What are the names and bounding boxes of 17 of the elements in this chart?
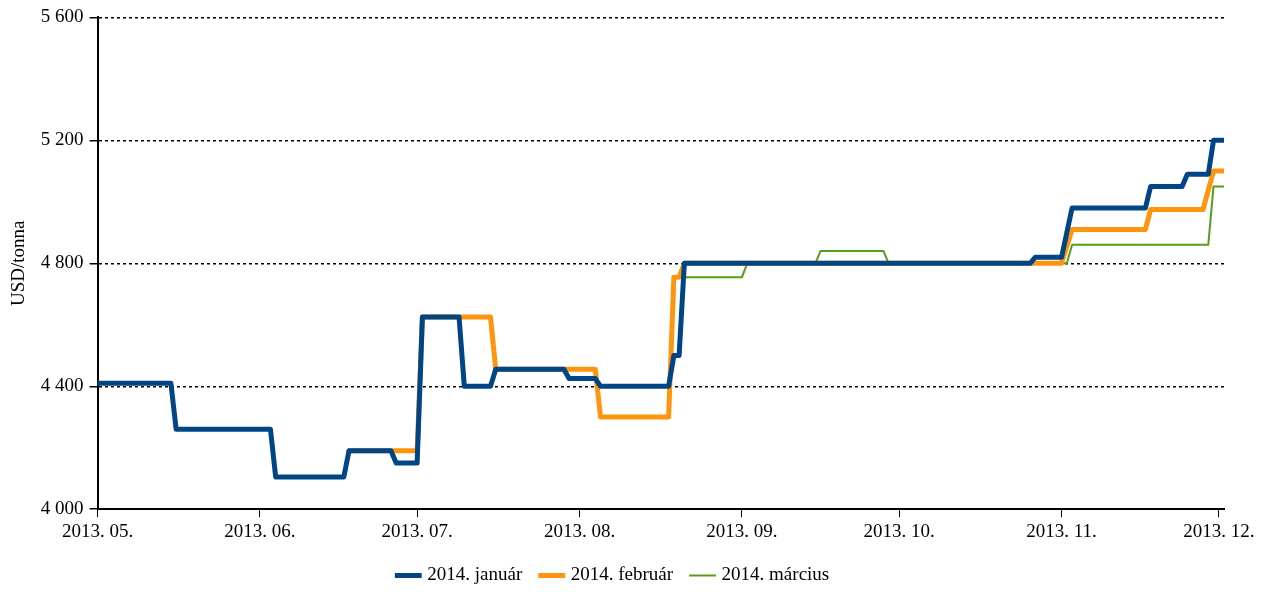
- y-tick-label: 5 200: [40, 128, 84, 150]
- y-tick-label: 5 600: [40, 5, 84, 27]
- x-tick-label: 2013. 12.: [1183, 519, 1255, 541]
- x-tick-label: 2013. 09.: [706, 519, 778, 541]
- y-tick-label: 4 800: [40, 251, 84, 273]
- x-tick-label: 2013. 05.: [61, 519, 134, 541]
- y-axis-title: USD/tonna: [7, 219, 29, 307]
- x-tick-label: 2013. 11.: [1026, 519, 1097, 541]
- y-tick-label: 4 000: [40, 497, 84, 519]
- x-tick-label: 2013. 07.: [381, 519, 453, 541]
- x-tick-label: 2013. 06.: [224, 519, 296, 541]
- x-tick-label: 2013. 10.: [863, 519, 935, 541]
- x-tick-label: 2013. 08.: [543, 519, 616, 541]
- y-tick-label: 4 400: [40, 374, 84, 396]
- legend-label: 2014. február: [570, 563, 674, 585]
- legend-label: 2014. március: [721, 563, 830, 585]
- legend-label: 2014. január: [427, 563, 523, 585]
